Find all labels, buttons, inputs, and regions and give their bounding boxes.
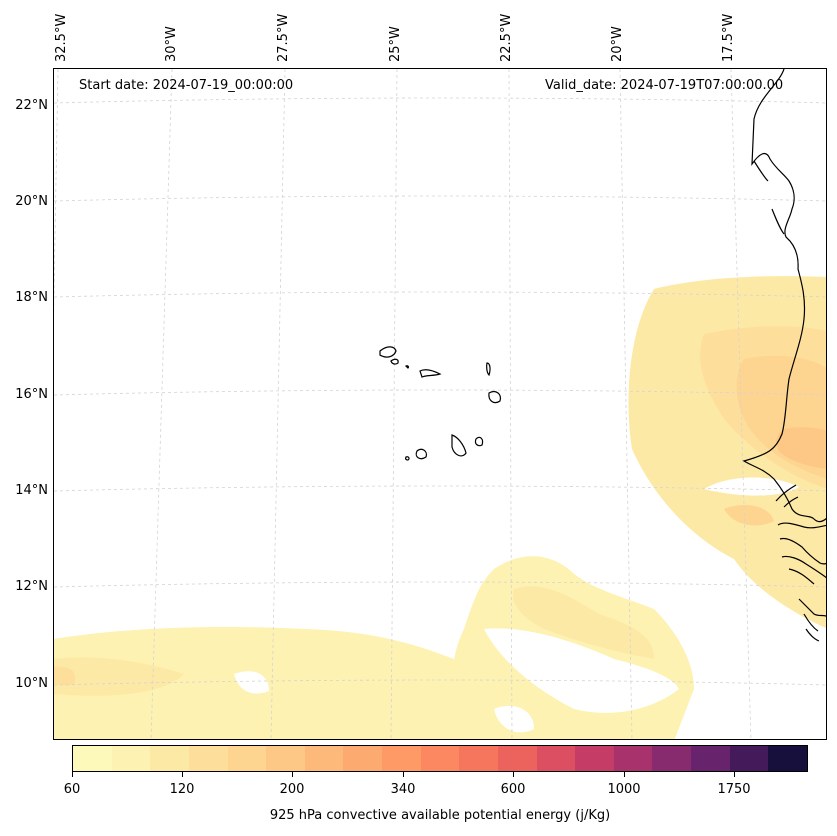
colorbar-tickmark-340 [403, 772, 404, 777]
colorbar-tick-1750: 1750 [717, 782, 751, 797]
map-panel[interactable] [53, 68, 827, 740]
colorbar-tick-340: 340 [390, 782, 416, 797]
colorbar-segment-13 [575, 746, 614, 771]
island-brava [405, 456, 410, 461]
lon-label-22-5w: 22.5°W [499, 13, 514, 62]
colorbar-segment-12 [536, 746, 576, 771]
colorbar-segment-7 [343, 746, 382, 771]
graticule-meridian-27-5w [270, 69, 286, 739]
colorbar-segment-4 [227, 746, 267, 771]
graticule-parallel-22n [54, 97, 826, 104]
coastline-senegal-estuary [775, 484, 799, 508]
colorbar-segment-11 [497, 746, 537, 771]
island-fogo [415, 448, 427, 460]
colorbar-segment-5 [266, 746, 305, 771]
lon-label-17-5w: 17.5°W [721, 13, 736, 62]
graticule-parallel-18n [54, 291, 826, 298]
colorbar-tick-1000: 1000 [607, 782, 641, 797]
lon-label-20w: 20°W [610, 26, 625, 62]
coastline-cape-ravine [753, 160, 785, 235]
lat-label-18n: 18°N [15, 290, 48, 305]
coastline-guinea [798, 598, 826, 642]
graticule-meridian-30w [150, 69, 173, 739]
colorbar-segment-2 [150, 746, 189, 771]
colorbar [72, 745, 808, 772]
lat-label-16n: 16°N [15, 387, 48, 402]
graticule-meridian-25w [390, 69, 398, 739]
colorbar-segment-15 [652, 746, 691, 771]
island-sal [486, 362, 491, 377]
coastline-africa [742, 69, 826, 523]
graticule-meridian-22-5w [508, 69, 513, 739]
colorbar-tickmark-1750 [734, 772, 735, 777]
graticule [54, 69, 826, 739]
island-santo-antao [379, 346, 397, 358]
colorbar-tick-200: 200 [279, 782, 305, 797]
cape-region-east-peak [776, 427, 826, 469]
island-sao-vicente [390, 358, 399, 365]
island-maio [474, 436, 484, 447]
colorbar-segment-8 [382, 746, 421, 771]
colorbar-tickmark-200 [292, 772, 293, 777]
island-boa-vista [488, 390, 501, 404]
cape-field [54, 276, 826, 739]
graticule-parallel-16n [54, 389, 826, 396]
lat-label-12n: 12°N [15, 579, 48, 594]
colorbar-tickmark-1000 [624, 772, 625, 777]
lon-label-32-5w: 32.5°W [54, 13, 69, 62]
island-santiago [451, 434, 467, 457]
colorbar-segment-1 [111, 746, 151, 771]
cape-region-west-core [54, 657, 184, 696]
cape-gap-south [494, 705, 534, 733]
colorbar-segment-14 [613, 746, 653, 771]
colorbar-segment-16 [691, 746, 730, 771]
coastlines [742, 69, 826, 642]
colorbar-segment-9 [420, 746, 460, 771]
colorbar-segment-3 [188, 746, 228, 771]
graticule-parallel-10n [54, 679, 826, 686]
cape-gap-coast [704, 477, 799, 496]
island-santa-luzia [404, 365, 409, 369]
colorbar-tick-120: 120 [169, 782, 195, 797]
graticule-parallel-12n [54, 581, 826, 588]
colorbar-tick-600: 600 [500, 782, 526, 797]
colorbar-tickmark-600 [513, 772, 514, 777]
colorbar-segment-6 [304, 746, 344, 771]
colorbar-tickmark-60 [72, 772, 73, 777]
lon-label-30w: 30°W [164, 26, 179, 62]
lat-label-14n: 14°N [15, 483, 48, 498]
lon-label-25w: 25°W [388, 26, 403, 62]
colorbar-segment-10 [459, 746, 498, 771]
cape-region-coast-blob [724, 505, 774, 526]
lat-label-20n: 20°N [15, 194, 48, 209]
island-sao-nicolau [419, 369, 442, 378]
colorbar-segment-18 [768, 746, 807, 771]
map-canvas [54, 69, 826, 739]
cape-gap-central [484, 628, 679, 713]
cape-verde-islands [379, 346, 501, 461]
graticule-meridian-20w [619, 69, 633, 739]
lon-label-27-5w: 27.5°W [276, 13, 291, 62]
colorbar-tick-60: 60 [63, 782, 81, 797]
graticule-meridian-17-5w [730, 69, 752, 739]
colorbar-label: 925 hPa convective available potential e… [269, 808, 611, 823]
coastline-guinea-bissau [777, 522, 826, 585]
lat-label-22n: 22°N [15, 98, 48, 113]
cape-region-central-mid [513, 586, 654, 659]
colorbar-segment-17 [729, 746, 769, 771]
lat-label-10n: 10°N [15, 676, 48, 691]
valid-date-label: Valid_date: 2024-07-19T07:00:00.00 [545, 78, 784, 93]
graticule-parallel-14n [54, 485, 826, 492]
cape-gap-west [234, 671, 269, 694]
graticule-parallel-20n [54, 195, 826, 202]
start-date-label: Start date: 2024-07-19_00:00:00 [79, 78, 294, 93]
colorbar-segment-0 [73, 746, 112, 771]
cape-region-west-peak [54, 666, 76, 686]
colorbar-tickmark-120 [182, 772, 183, 777]
